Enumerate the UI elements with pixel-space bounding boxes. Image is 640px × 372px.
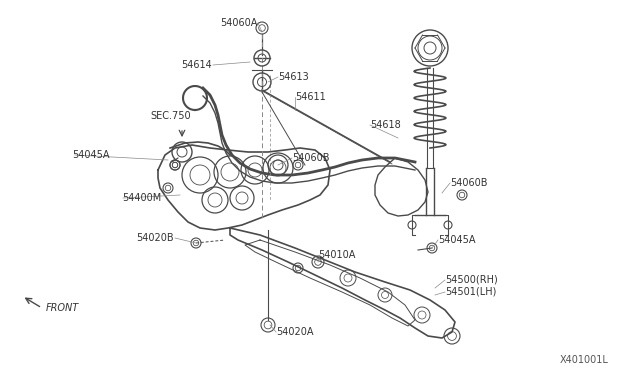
Text: 54060A: 54060A	[221, 18, 258, 28]
Text: 54045A: 54045A	[438, 235, 476, 245]
Text: 54618: 54618	[370, 120, 401, 130]
Text: SEC.750: SEC.750	[150, 111, 191, 121]
Text: 54010A: 54010A	[318, 250, 355, 260]
Text: 54613: 54613	[278, 72, 308, 82]
Text: 54045A: 54045A	[72, 150, 109, 160]
Text: 54060B: 54060B	[292, 153, 330, 163]
Text: 54500(RH): 54500(RH)	[445, 275, 498, 285]
Text: 54020B: 54020B	[136, 233, 174, 243]
Text: 54501(LH): 54501(LH)	[445, 287, 497, 297]
Text: 54614: 54614	[181, 60, 212, 70]
Text: 54060B: 54060B	[450, 178, 488, 188]
Text: 54611: 54611	[295, 92, 326, 102]
Text: 54020A: 54020A	[276, 327, 314, 337]
Text: X401001L: X401001L	[560, 355, 609, 365]
Text: 54400M: 54400M	[122, 193, 161, 203]
Text: FRONT: FRONT	[46, 303, 79, 313]
